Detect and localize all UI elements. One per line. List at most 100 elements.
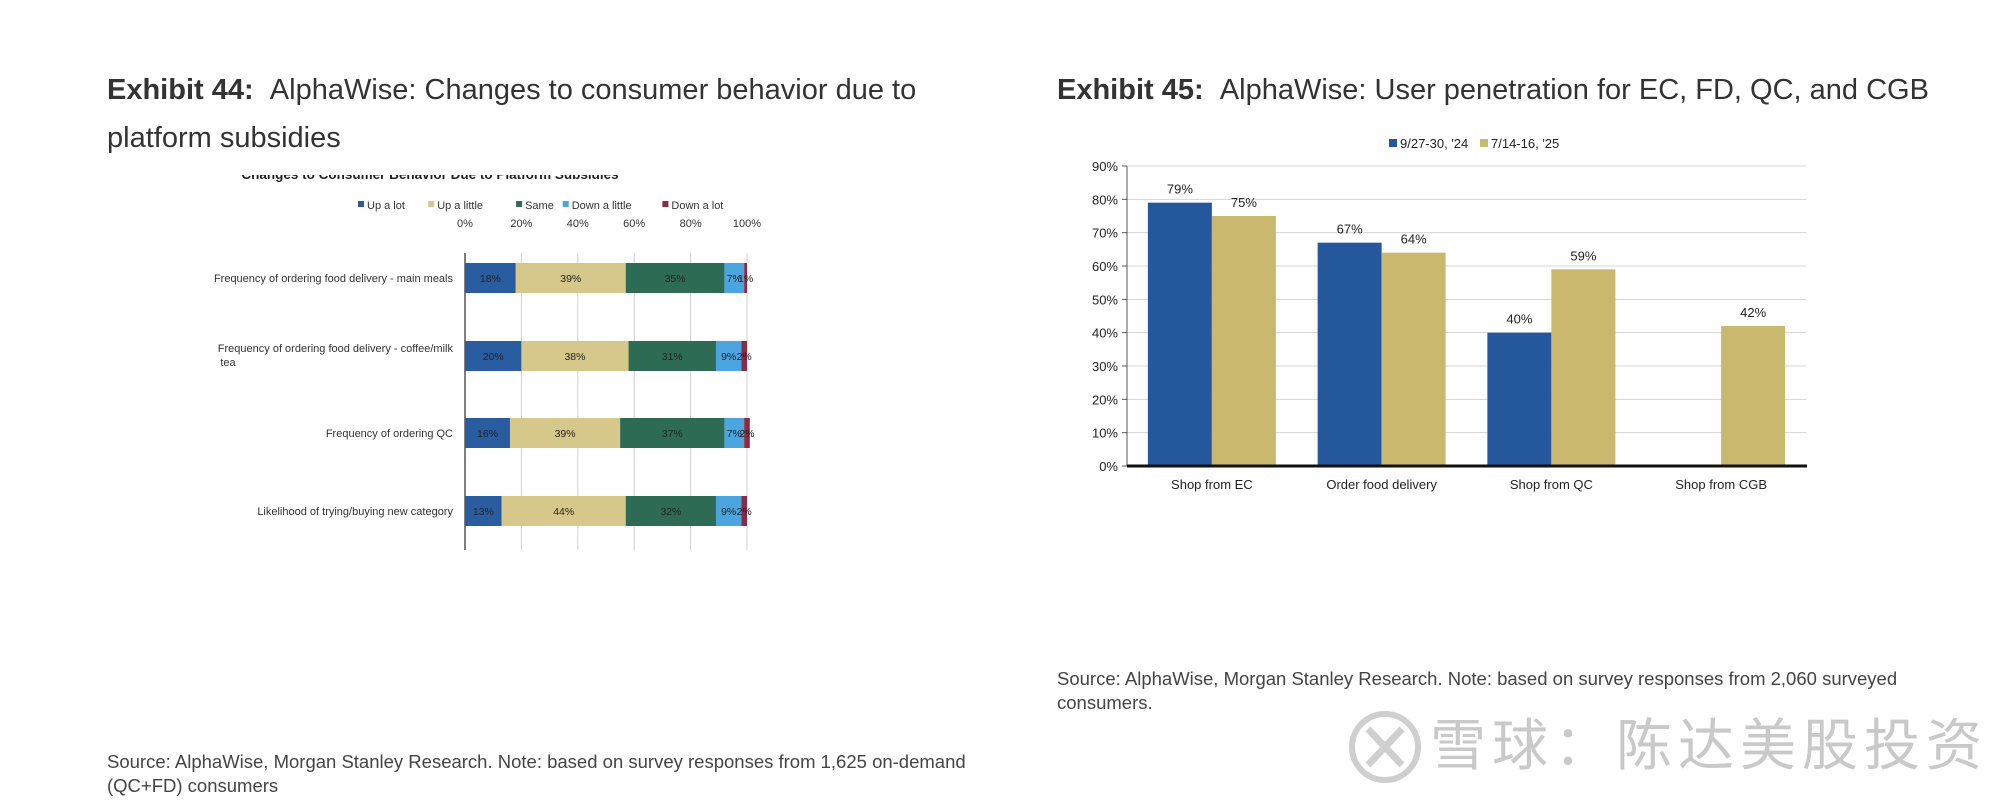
data-label: 35% — [665, 273, 686, 285]
data-label: 39% — [560, 273, 581, 285]
bar-0 — [465, 418, 511, 448]
y-tick-label: 40% — [1092, 326, 1118, 341]
data-label: 20% — [483, 351, 504, 363]
bar-0 — [465, 263, 516, 293]
legend-label-0: Up a lot — [367, 200, 405, 212]
data-label: 64% — [1401, 232, 1427, 247]
bar-2 — [625, 496, 716, 526]
x-tick-label: 40% — [567, 218, 589, 230]
bar-1 — [1381, 252, 1446, 466]
user-penetration-chart: Activities Done in the Past 6 Months 9/27… — [1092, 130, 1807, 492]
bar-1 — [501, 496, 626, 526]
bar-4 — [741, 496, 747, 526]
data-label: 31% — [662, 351, 683, 363]
bar-0 — [1317, 242, 1382, 466]
y-tick-label: 70% — [1092, 226, 1118, 241]
data-label: 2% — [739, 428, 754, 440]
data-label: 59% — [1570, 248, 1596, 263]
x-tick-label: 0% — [457, 218, 473, 230]
legend-label-4: Down a lot — [671, 200, 723, 212]
bar-1 — [1551, 269, 1616, 466]
watermark-logo-icon — [1349, 711, 1421, 783]
bar-2 — [628, 341, 716, 371]
legend-swatch-1 — [1480, 139, 1488, 147]
legend-swatch-2 — [516, 201, 523, 207]
category-label: Frequency of ordering food delivery - ma… — [214, 273, 454, 285]
x-tick-label: 20% — [510, 218, 532, 230]
y-tick-label: 60% — [1092, 259, 1118, 274]
category-label: Shop from EC — [1171, 477, 1253, 492]
data-label: 1% — [738, 273, 753, 285]
category-label: Shop from CGB — [1675, 477, 1767, 492]
data-label: 7% — [727, 273, 742, 285]
bar-1 — [515, 263, 626, 293]
data-label: 44% — [553, 506, 574, 518]
y-tick-label: 20% — [1092, 392, 1118, 407]
category-label: Frequency of ordering QC — [326, 428, 453, 440]
data-label: 32% — [660, 506, 681, 518]
x-tick-label: 80% — [680, 218, 702, 230]
y-tick-label: 50% — [1092, 292, 1118, 307]
legend-swatch-4 — [662, 201, 669, 207]
bar-0 — [1147, 202, 1212, 466]
x-tick-label: 60% — [623, 218, 645, 230]
bar-4 — [744, 263, 747, 293]
bar-1 — [510, 418, 621, 448]
category-label-line2: tea — [220, 357, 236, 369]
exhibit-44-title: AlphaWise: Changes to consumer behavior … — [107, 74, 917, 154]
legend-label-1: Up a little — [437, 200, 483, 212]
bar-4 — [741, 341, 747, 371]
bar-1 — [521, 341, 629, 371]
exhibit-44-source: Source: AlphaWise, Morgan Stanley Resear… — [107, 751, 966, 796]
legend-label-0: 9/27-30, '24 — [1400, 136, 1468, 151]
category-label: Frequency of ordering food delivery - co… — [218, 343, 454, 355]
category-label: Likelihood of trying/buying new category — [257, 506, 453, 518]
data-label: 2% — [737, 351, 752, 363]
exhibit-45-label: Exhibit 45: — [1057, 74, 1204, 106]
legend-swatch-0 — [358, 201, 364, 207]
data-label: 37% — [662, 428, 683, 440]
data-label: 9% — [721, 351, 736, 363]
exhibit-44-label: Exhibit 44: — [107, 74, 254, 106]
bar-3 — [715, 496, 742, 526]
exhibit-45-title: AlphaWise: User penetration for EC, FD, … — [1219, 74, 1929, 106]
data-label: 39% — [555, 428, 576, 440]
watermark-text: 雪球：陈达美股投资 — [1430, 714, 1988, 779]
chart-title: Activities Done in the Past 6 Months — [1376, 130, 1634, 134]
legend-swatch-3 — [562, 201, 569, 207]
data-label: 38% — [564, 351, 585, 363]
data-label: 18% — [480, 273, 501, 285]
data-label: 7% — [727, 428, 742, 440]
data-label: 67% — [1337, 222, 1363, 237]
bar-2 — [620, 418, 725, 448]
bar-4 — [744, 418, 750, 448]
data-label: 16% — [477, 428, 498, 440]
exhibit-44-heading: Exhibit 44: AlphaWise: Changes to consum… — [107, 66, 987, 162]
bar-2 — [625, 263, 725, 293]
bar-1 — [1211, 216, 1276, 466]
y-tick-label: 80% — [1092, 192, 1118, 207]
data-label: 40% — [1506, 312, 1532, 327]
bar-1 — [1721, 326, 1786, 466]
bar-3 — [724, 263, 745, 293]
legend-label-2: Same — [525, 200, 554, 212]
y-tick-label: 10% — [1092, 426, 1118, 441]
bar-3 — [724, 418, 745, 448]
data-label: 42% — [1740, 305, 1766, 320]
chart-title: Changes to Consumer Behavior Due to Plat… — [241, 175, 618, 182]
y-tick-label: 90% — [1092, 159, 1118, 174]
bar-3 — [715, 341, 742, 371]
legend-swatch-0 — [1389, 139, 1397, 147]
consumer-behavior-chart: Changes to Consumer Behavior Due to Plat… — [214, 175, 761, 550]
category-label: Shop from QC — [1510, 477, 1593, 492]
legend-swatch-1 — [428, 201, 435, 207]
exhibit-45-source: Source: AlphaWise, Morgan Stanley Resear… — [1057, 668, 1898, 713]
data-label: 79% — [1167, 182, 1193, 197]
data-label: 9% — [721, 506, 736, 518]
bar-0 — [465, 496, 502, 526]
legend-label-1: 7/14-16, '25 — [1491, 136, 1559, 151]
y-tick-label: 0% — [1099, 459, 1118, 474]
exhibit-45-heading: Exhibit 45: AlphaWise: User penetration … — [1057, 66, 1977, 114]
x-tick-label: 100% — [733, 218, 761, 230]
data-label: 75% — [1231, 195, 1257, 210]
